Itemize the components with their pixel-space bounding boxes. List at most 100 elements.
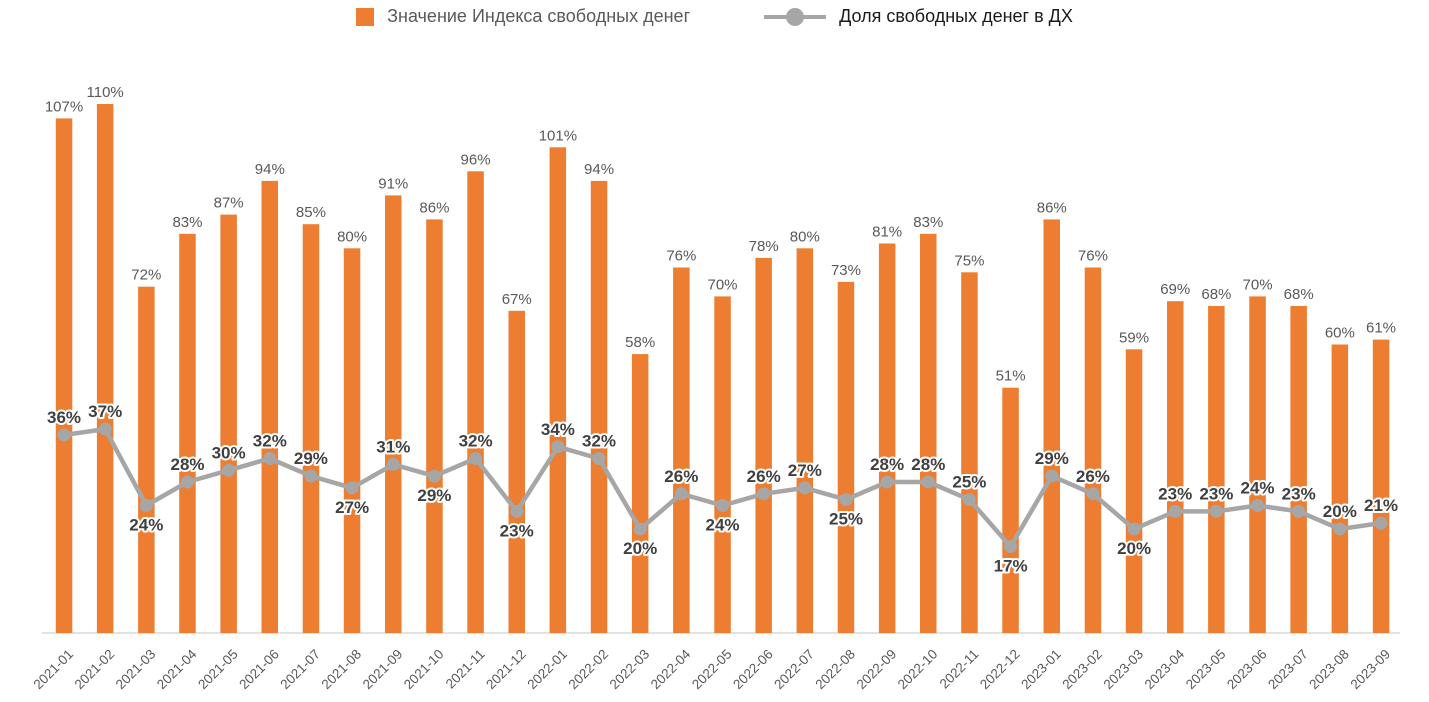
line-point-2021-08 [345, 481, 359, 495]
bar-2022-02 [590, 180, 608, 633]
line-point-2022-03 [633, 522, 647, 536]
line-label-2023-05: 23% [1199, 484, 1233, 503]
bar-2021-06 [261, 180, 278, 633]
line-point-2023-03 [1127, 522, 1141, 536]
line-label-2022-02: 32% [582, 432, 616, 451]
bar-label-2022-01: 101% [539, 127, 577, 144]
x-tick-label-2022-10: 2022-10 [895, 647, 941, 693]
bar-label-2022-04: 76% [666, 248, 696, 265]
bar-2022-01 [549, 147, 567, 634]
line-series-label: Доля свободных денег в ДХ [839, 6, 1073, 26]
x-tick-label-2021-01: 2021-01 [30, 647, 76, 693]
bar-2021-12 [508, 310, 525, 633]
bar-label-2023-05: 68% [1201, 286, 1231, 303]
line-label-2023-01: 29% [1035, 449, 1069, 468]
line-label-2022-06: 26% [747, 467, 781, 486]
bar-2023-05 [1208, 306, 1225, 633]
bar-label-2023-07: 68% [1284, 286, 1314, 303]
x-tick-label-2022-04: 2022-04 [648, 646, 694, 692]
bar-series-swatch-icon [356, 7, 375, 26]
line-point-2023-07 [1292, 504, 1306, 518]
line-point-2023-04 [1168, 504, 1182, 518]
bar-2021-10 [426, 219, 443, 633]
bar-2021-07 [302, 224, 320, 633]
bar-2022-07 [796, 248, 814, 634]
bar-2023-01 [1043, 219, 1060, 633]
line-label-2022-08: 25% [829, 510, 863, 529]
x-tick-label-2023-06: 2023-06 [1224, 647, 1270, 693]
bar-2022-12 [1002, 387, 1019, 633]
bar-label-2021-05: 87% [214, 195, 244, 212]
line-symbol-dot [786, 7, 805, 26]
bar-label-2021-08: 80% [337, 228, 367, 245]
x-tick-label-2022-12: 2022-12 [977, 647, 1023, 693]
bar-label-2022-06: 78% [749, 238, 779, 255]
bar-series-label: Значение Индекса свободных денег [387, 6, 691, 26]
bar-2021-01 [55, 118, 73, 633]
line-point-2022-10 [921, 475, 935, 489]
bar-label-2023-06: 70% [1243, 276, 1273, 293]
bar-2023-08 [1331, 344, 1349, 633]
bar-2023-03 [1125, 349, 1143, 633]
line-point-2021-11 [469, 452, 483, 465]
line-point-2022-06 [757, 487, 771, 501]
bar-2022-09 [878, 243, 896, 633]
bar-label-2021-12: 67% [502, 291, 532, 308]
line-label-2021-04: 28% [170, 455, 204, 474]
bar-label-2023-08: 60% [1325, 325, 1355, 342]
line-point-2021-07 [304, 469, 318, 483]
x-tick-label-2023-09: 2023-09 [1347, 647, 1393, 693]
bar-2021-05 [220, 214, 237, 633]
bar-2021-11 [467, 171, 484, 634]
x-tick-label-2021-03: 2021-03 [113, 647, 159, 693]
x-tick-label-2023-03: 2023-03 [1101, 647, 1147, 693]
line-label-2022-11: 25% [952, 473, 986, 492]
bar-2021-08 [343, 248, 361, 634]
bar-2021-03 [138, 286, 155, 633]
x-tick-label-2021-04: 2021-04 [154, 646, 200, 692]
line-label-2022-03: 20% [623, 539, 657, 558]
bar-label-2021-10: 86% [419, 199, 449, 216]
line-point-2022-04 [674, 487, 688, 501]
line-label-2021-03: 24% [129, 516, 163, 535]
line-label-2021-06: 32% [253, 432, 287, 451]
line-point-2022-02 [592, 452, 606, 465]
line-label-2022-07: 27% [788, 461, 822, 480]
line-point-2022-01 [551, 440, 565, 454]
bar-label-2022-11: 75% [954, 252, 984, 269]
bar-label-2021-04: 83% [172, 214, 202, 231]
line-point-2021-02 [98, 422, 112, 436]
line-label-2022-04: 26% [664, 467, 698, 486]
bar-label-2023-09: 61% [1366, 320, 1396, 337]
line-point-2021-06 [263, 452, 277, 465]
x-tick-label-2022-06: 2022-06 [730, 647, 776, 693]
bar-2022-10 [920, 233, 937, 634]
bar-2022-06 [755, 257, 772, 633]
line-point-2022-11 [962, 493, 976, 507]
line-point-2023-06 [1251, 499, 1264, 512]
line-series-symbol-icon [764, 7, 827, 26]
line-label-2022-01: 34% [541, 420, 575, 439]
line-label-2022-09: 28% [870, 455, 904, 474]
line-label-2021-05: 30% [212, 443, 246, 462]
line-label-2022-05: 24% [705, 516, 739, 535]
line-point-2021-09 [386, 457, 400, 471]
bar-label-2022-05: 70% [707, 276, 737, 293]
bar-label-2023-03: 59% [1119, 329, 1149, 346]
bar-2021-09 [385, 195, 402, 633]
line-point-2022-12 [1004, 540, 1018, 554]
bar-2022-04 [673, 267, 690, 633]
bar-2022-08 [837, 281, 855, 633]
line-point-2023-09 [1374, 516, 1388, 530]
bar-label-2022-10: 83% [913, 214, 943, 231]
bar-label-2022-07: 80% [790, 228, 820, 245]
x-tick-label-2021-02: 2021-02 [72, 647, 118, 693]
line-point-2022-09 [880, 475, 894, 489]
line-label-2021-01: 36% [47, 408, 81, 427]
line-label-2021-09: 31% [376, 437, 410, 456]
x-tick-label-2022-05: 2022-05 [689, 647, 735, 693]
bar-label-2023-02: 76% [1078, 248, 1108, 265]
bar-2023-07 [1290, 306, 1307, 633]
